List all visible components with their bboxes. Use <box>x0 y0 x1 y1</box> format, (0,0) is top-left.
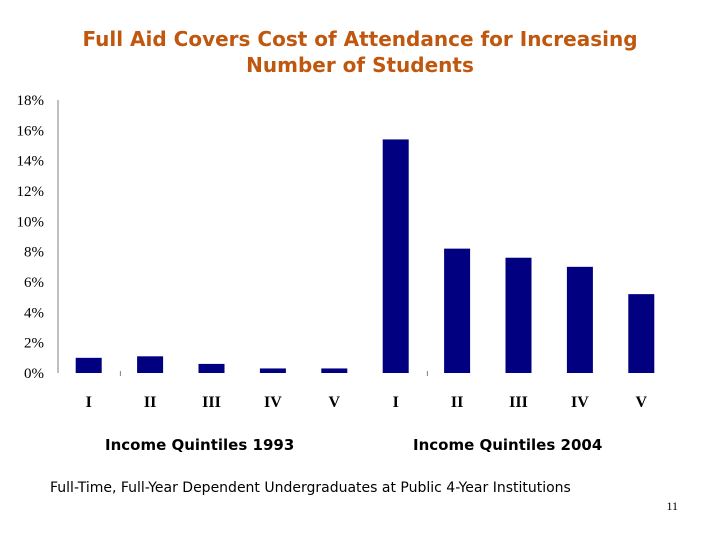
bar <box>505 257 532 373</box>
chart-axes <box>57 100 428 376</box>
chart-title-line-1: Full Aid Covers Cost of Attendance for I… <box>82 27 638 51</box>
bar <box>382 139 409 373</box>
bar <box>198 363 225 373</box>
bar <box>137 356 164 373</box>
bar <box>628 294 655 373</box>
y-tick-label: 16% <box>17 123 45 139</box>
chart-title: Full Aid Covers Cost of Attendance for I… <box>0 26 720 78</box>
y-tick-label: 0% <box>24 366 44 382</box>
x-tick-label: IV <box>571 394 589 411</box>
y-tick-label: 18% <box>17 93 45 109</box>
bar <box>321 368 348 373</box>
bar <box>259 368 286 373</box>
x-tick-label: I <box>393 394 399 411</box>
group-label-1993: Income Quintiles 1993 <box>105 436 295 454</box>
x-tick-label: II <box>144 394 156 411</box>
y-tick-label: 8% <box>24 245 44 261</box>
footnote: Full-Time, Full-Year Dependent Undergrad… <box>50 480 571 496</box>
page-number: 11 <box>666 499 678 513</box>
x-tick-label: I <box>86 394 92 411</box>
bar <box>566 266 593 373</box>
y-tick-label: 14% <box>17 154 45 170</box>
y-tick-label: 10% <box>17 214 45 230</box>
y-tick-label: 12% <box>17 184 45 200</box>
x-tick-label: V <box>636 394 648 411</box>
x-tick-label: II <box>451 394 463 411</box>
y-tick-label: 4% <box>24 305 44 321</box>
x-tick-label: IV <box>264 394 282 411</box>
bar <box>75 357 102 373</box>
y-tick-label: 6% <box>24 275 44 291</box>
x-tick-label: III <box>202 394 221 411</box>
x-tick-label: V <box>329 394 341 411</box>
x-tick-label: III <box>509 394 528 411</box>
chart-title-line-2: Number of Students <box>246 53 474 77</box>
y-tick-label: 2% <box>24 336 44 352</box>
bar <box>444 248 471 373</box>
chart-bars <box>75 139 655 373</box>
group-label-2004: Income Quintiles 2004 <box>413 436 603 454</box>
chart-labels: 0%2%4%6%8%10%12%14%16%18%I II III IV V I II III… <box>17 93 648 411</box>
